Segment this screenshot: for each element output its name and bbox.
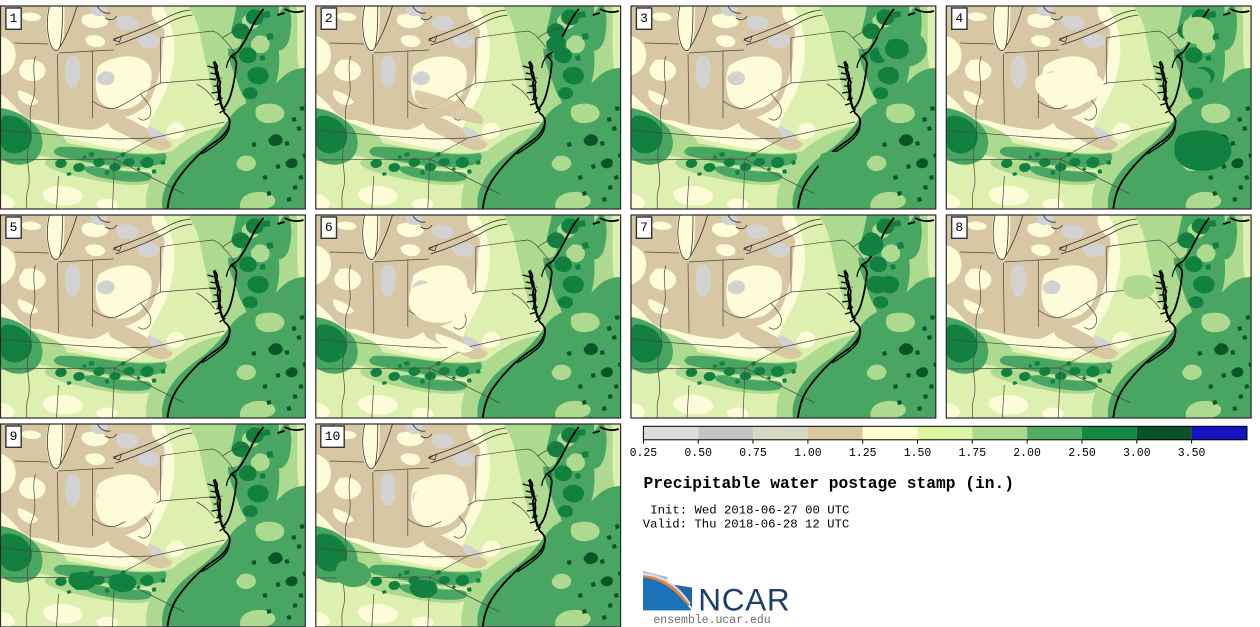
svg-text:NCAR: NCAR: [698, 582, 790, 618]
svg-text:9: 9: [10, 429, 18, 444]
svg-text:Init: Wed 2018-06-27 00 UTC: Init: Wed 2018-06-27 00 UTC: [650, 504, 849, 518]
svg-text:Precipitable water postage sta: Precipitable water postage stamp (in.): [644, 474, 1015, 493]
svg-text:10: 10: [325, 429, 341, 444]
svg-text:1.25: 1.25: [849, 447, 877, 460]
svg-text:4: 4: [955, 11, 963, 26]
svg-text:3.50: 3.50: [1178, 447, 1206, 460]
svg-text:6: 6: [325, 220, 333, 235]
svg-text:2: 2: [325, 11, 333, 26]
svg-text:2.00: 2.00: [1013, 447, 1041, 460]
svg-text:1.75: 1.75: [958, 447, 986, 460]
svg-text:2.50: 2.50: [1068, 447, 1096, 460]
svg-text:1: 1: [10, 11, 18, 26]
svg-text:7: 7: [640, 220, 648, 235]
svg-text:8: 8: [955, 220, 963, 235]
svg-text:5: 5: [10, 220, 18, 235]
svg-text:3: 3: [640, 11, 648, 26]
svg-text:1.00: 1.00: [794, 447, 822, 460]
svg-text:Valid: Thu 2018-06-28 12 UTC: Valid: Thu 2018-06-28 12 UTC: [643, 518, 850, 532]
svg-text:0.50: 0.50: [684, 447, 712, 460]
svg-text:ensemble.ucar.edu: ensemble.ucar.edu: [653, 614, 770, 627]
svg-text:1.50: 1.50: [904, 447, 932, 460]
svg-text:0.75: 0.75: [739, 447, 767, 460]
svg-text:0.25: 0.25: [630, 447, 658, 460]
svg-text:3.00: 3.00: [1123, 447, 1151, 460]
